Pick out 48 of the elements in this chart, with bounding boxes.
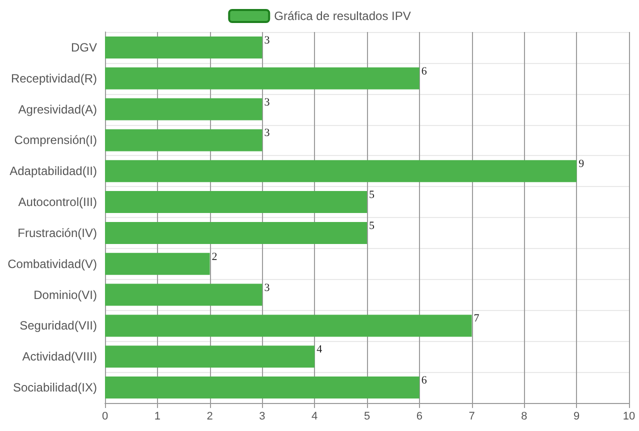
x-tick-label: 9 — [574, 410, 580, 422]
data-label: 9 — [578, 158, 585, 170]
y-tick-label: DGV — [70, 40, 97, 54]
y-tick-label: Adaptabilidad(II) — [10, 164, 97, 178]
data-label: 4 — [316, 344, 323, 356]
y-tick-label: Comprensión(I) — [14, 133, 97, 148]
bar — [105, 36, 262, 58]
x-tick-label: 0 — [102, 410, 108, 422]
bar — [105, 284, 262, 306]
bar — [105, 129, 262, 152]
y-tick-label: Actividad(VIII) — [22, 350, 97, 364]
bar — [105, 160, 577, 182]
y-tick-label: Receptividad(R) — [10, 71, 97, 86]
bar — [105, 67, 420, 90]
x-tick-label: 6 — [416, 410, 422, 422]
data-label: 5 — [369, 189, 375, 202]
data-label: 5 — [369, 220, 375, 232]
x-tick-label: 8 — [521, 410, 528, 422]
y-tick-label: Autocontrol(III) — [18, 195, 97, 210]
data-label: 3 — [264, 282, 270, 294]
data-label: 7 — [474, 312, 480, 325]
bar — [105, 252, 210, 275]
data-label: 3 — [264, 127, 270, 140]
bar — [105, 376, 420, 399]
x-tick-label: 3 — [259, 410, 266, 422]
data-label: 6 — [421, 65, 428, 78]
bar — [105, 222, 367, 244]
bar — [105, 98, 262, 120]
bar — [105, 346, 315, 368]
x-tick-label: 5 — [364, 410, 370, 422]
y-tick-label: Sociabilidad(IX) — [12, 380, 97, 395]
y-tick-label: Seguridad(VII) — [20, 318, 97, 333]
bar — [105, 191, 367, 214]
x-tick-label: 2 — [206, 410, 213, 422]
x-tick-label: 1 — [154, 410, 160, 422]
bar — [105, 314, 472, 337]
legend-label: Gráfica de resultados IPV — [274, 9, 411, 23]
y-tick-label: Combatividad(V) — [8, 256, 97, 271]
y-tick-label: Agresividad(A) — [18, 102, 97, 116]
x-tick-label: 4 — [312, 410, 318, 422]
y-tick-label: Frustración(IV) — [18, 226, 97, 240]
x-tick-label: 7 — [468, 410, 475, 422]
data-label: 3 — [264, 96, 270, 108]
data-label: 2 — [212, 250, 218, 263]
y-tick-label: Dominio(VI) — [34, 288, 97, 302]
data-label: 3 — [264, 34, 270, 46]
data-label: 6 — [421, 374, 428, 387]
x-tick-label: 10 — [622, 410, 636, 422]
